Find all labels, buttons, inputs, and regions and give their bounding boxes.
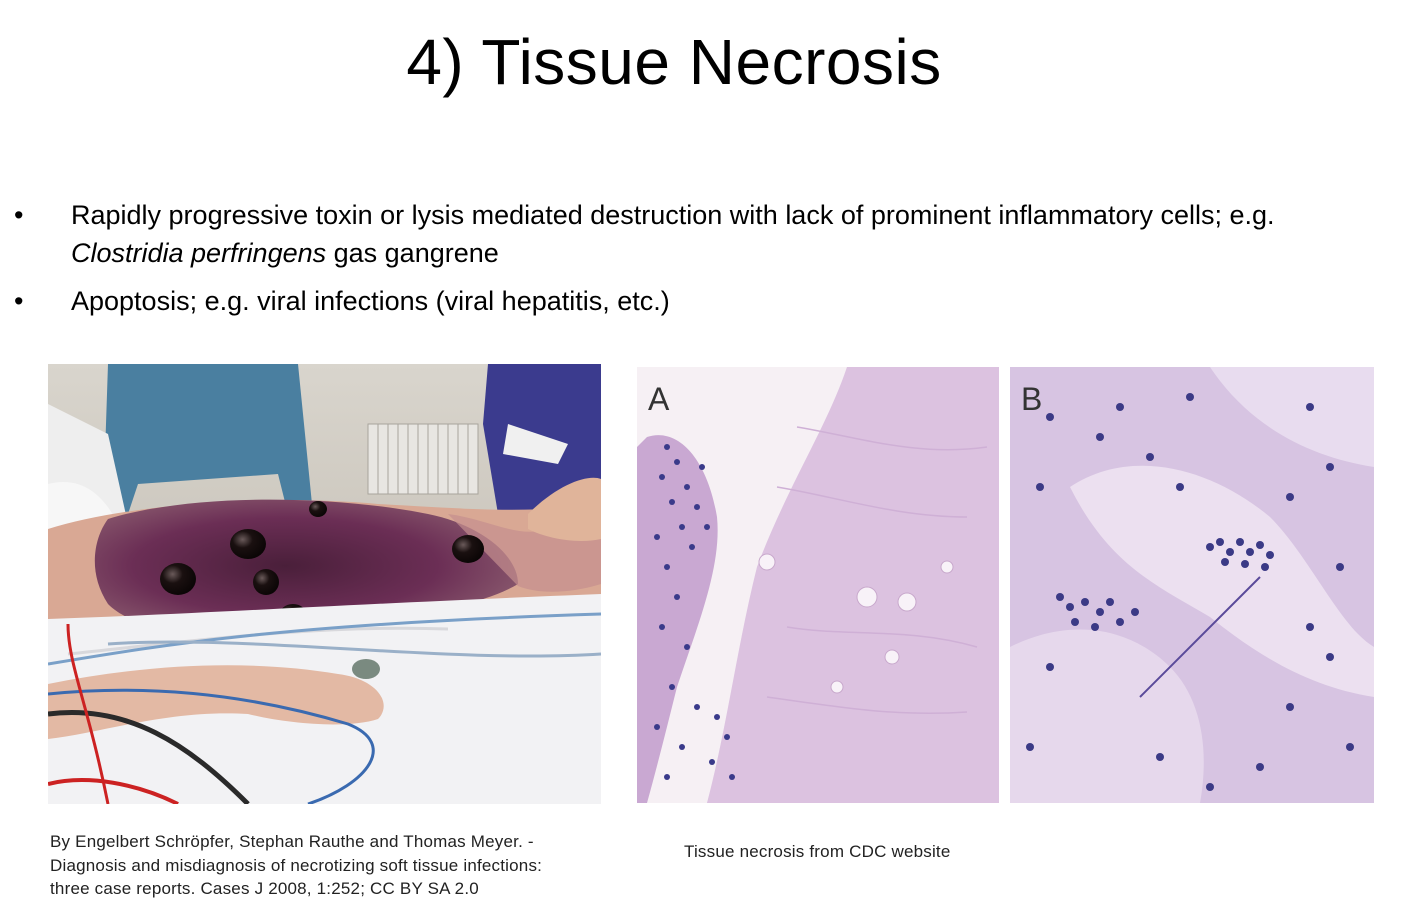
histology-panel-a: A: [637, 367, 999, 803]
photo-attribution: By Engelbert Schröpfer, Stephan Rauthe a…: [50, 830, 610, 901]
bullet-text: Rapidly progressive toxin or lysis media…: [71, 200, 1275, 230]
panel-a-label: A: [648, 381, 670, 417]
attribution-line: Diagnosis and misdiagnosis of necrotizin…: [50, 855, 543, 875]
panel-b-label: B: [1021, 381, 1043, 417]
attribution-line: By Engelbert Schröpfer, Stephan Rauthe a…: [50, 832, 534, 851]
attribution-line: three case reports. Cases J 2008, 1:252;…: [50, 879, 479, 898]
bullet-item: • Apoptosis; e.g. viral infections (vira…: [14, 282, 1344, 320]
bullet-list: • Rapidly progressive toxin or lysis med…: [14, 196, 1344, 330]
bullet-italic: Clostridia perfringens: [71, 238, 327, 268]
clinical-photo-illustration: [48, 364, 601, 804]
slide-title: 4) Tissue Necrosis: [406, 26, 942, 98]
histology-a-illustration: [637, 367, 999, 803]
bullet-text: Apoptosis; e.g. viral infections (viral …: [71, 286, 670, 316]
clinical-photo: [48, 364, 601, 804]
histology-caption: Tissue necrosis from CDC website: [684, 842, 951, 861]
bullet-item: • Rapidly progressive toxin or lysis med…: [14, 196, 1344, 272]
bullet-marker: •: [14, 286, 24, 316]
histology-panel-b: B: [1010, 367, 1374, 803]
bullet-text-end: gas gangrene: [326, 238, 499, 268]
histology-b-illustration: [1010, 367, 1374, 803]
bullet-marker: •: [14, 200, 24, 230]
